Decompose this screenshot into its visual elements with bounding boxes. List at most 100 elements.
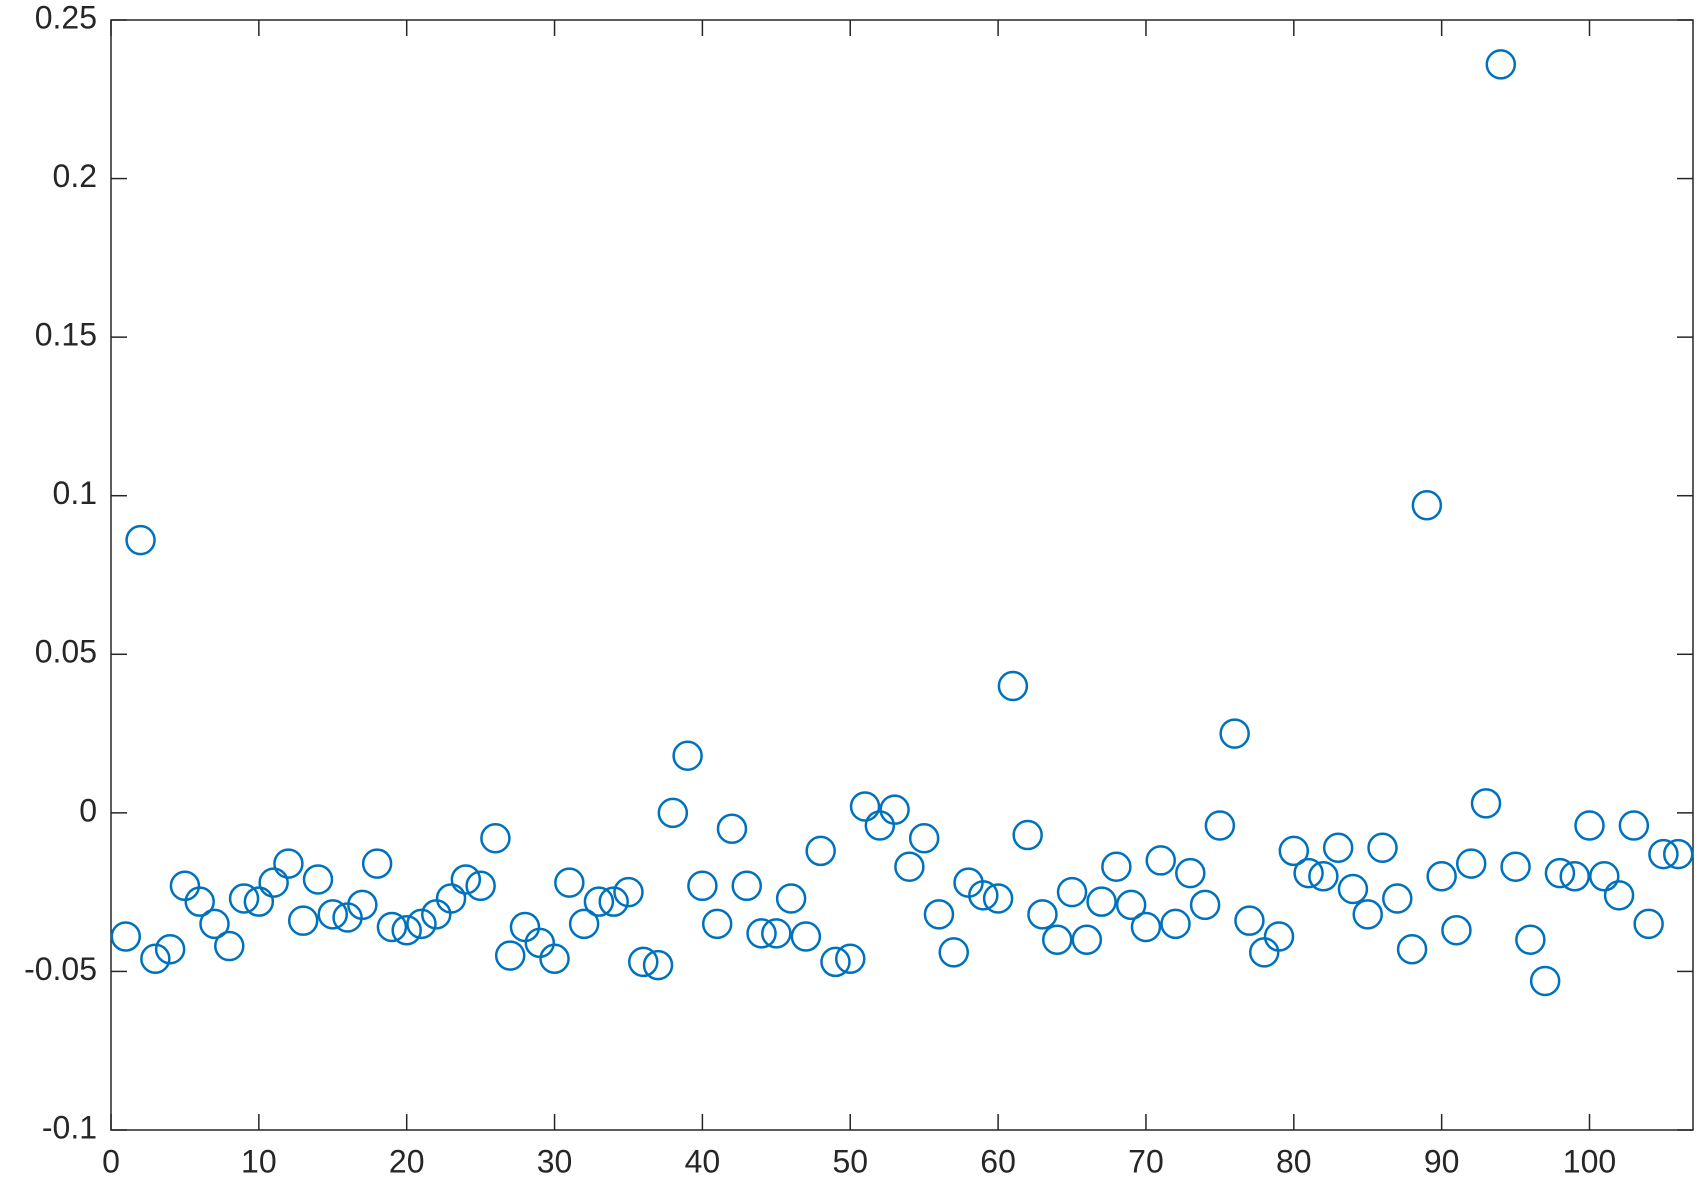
x-tick-label: 10 (241, 1143, 277, 1179)
point (1485, 49, 1517, 80)
point (1041, 924, 1073, 955)
point (657, 797, 689, 829)
x-tick-label: 80 (1276, 1143, 1312, 1179)
point (687, 870, 718, 902)
point (613, 876, 644, 908)
point (894, 851, 925, 883)
x-tick-label: 40 (685, 1143, 721, 1179)
point (361, 848, 393, 879)
point (406, 908, 437, 940)
point (1559, 861, 1590, 892)
point (746, 918, 777, 949)
point (849, 791, 881, 822)
point (1337, 873, 1369, 905)
point (1234, 905, 1265, 936)
point (1470, 788, 1502, 819)
x-tick-label: 70 (1128, 1143, 1164, 1179)
point (864, 810, 896, 841)
point (509, 911, 541, 943)
x-tick-label: 30 (537, 1143, 573, 1179)
point (169, 870, 201, 902)
point (1115, 889, 1147, 921)
point (968, 880, 999, 911)
point (1455, 848, 1487, 879)
point (1411, 489, 1443, 521)
point (1189, 889, 1221, 921)
point (214, 930, 245, 962)
point (879, 794, 910, 825)
point (982, 883, 1014, 914)
point (805, 835, 836, 867)
point (154, 933, 186, 965)
x-tick-label: 0 (102, 1143, 120, 1179)
point (1204, 810, 1236, 841)
point (258, 867, 289, 898)
point (1130, 911, 1162, 943)
point (199, 908, 230, 940)
y-tick-label: -0.1 (42, 1109, 97, 1145)
point (598, 886, 629, 917)
x-tick-label: 100 (1563, 1143, 1616, 1179)
point (908, 822, 940, 854)
point (140, 943, 171, 974)
point (1529, 965, 1561, 997)
point (450, 864, 482, 895)
point (701, 908, 733, 940)
point (1367, 832, 1398, 863)
point (287, 905, 319, 936)
point (435, 883, 467, 914)
point (1160, 908, 1191, 940)
point (184, 886, 215, 917)
point (273, 848, 304, 879)
point (1219, 718, 1250, 749)
plot-frame (110, 19, 1694, 1131)
point (494, 940, 526, 971)
point (1382, 883, 1413, 914)
y-tick-label: 0.15 (35, 317, 97, 353)
point (1263, 921, 1295, 952)
point (1441, 914, 1472, 946)
point (642, 949, 674, 981)
point (716, 813, 748, 844)
point (480, 822, 511, 854)
y-tick-label: 0.05 (35, 634, 97, 670)
y-tick-label: 0.2 (53, 158, 97, 194)
point (1012, 819, 1043, 851)
point (1544, 857, 1576, 889)
point (1618, 810, 1650, 841)
point (672, 740, 703, 772)
point (1574, 810, 1605, 841)
point (938, 937, 969, 968)
x-tick-label: 90 (1424, 1143, 1460, 1179)
point (775, 883, 807, 914)
point (1633, 908, 1664, 940)
point (761, 918, 792, 949)
point (125, 524, 156, 556)
point (539, 943, 570, 974)
point (997, 670, 1029, 702)
point (1500, 851, 1531, 883)
point (1648, 838, 1679, 870)
point (820, 946, 851, 978)
point (790, 921, 822, 952)
point (1603, 880, 1635, 911)
point (1101, 851, 1132, 883)
point (1293, 857, 1324, 889)
point (1322, 832, 1354, 863)
point (317, 899, 349, 930)
point (1086, 886, 1117, 917)
point (524, 927, 556, 959)
point (731, 870, 763, 902)
point (923, 899, 955, 930)
x-tick-label: 20 (389, 1143, 425, 1179)
point (568, 908, 600, 940)
point (1278, 835, 1310, 867)
point (1027, 899, 1058, 930)
point (347, 889, 378, 921)
point (1589, 861, 1620, 892)
point (1662, 838, 1694, 870)
point (391, 914, 422, 946)
point (1248, 937, 1280, 968)
